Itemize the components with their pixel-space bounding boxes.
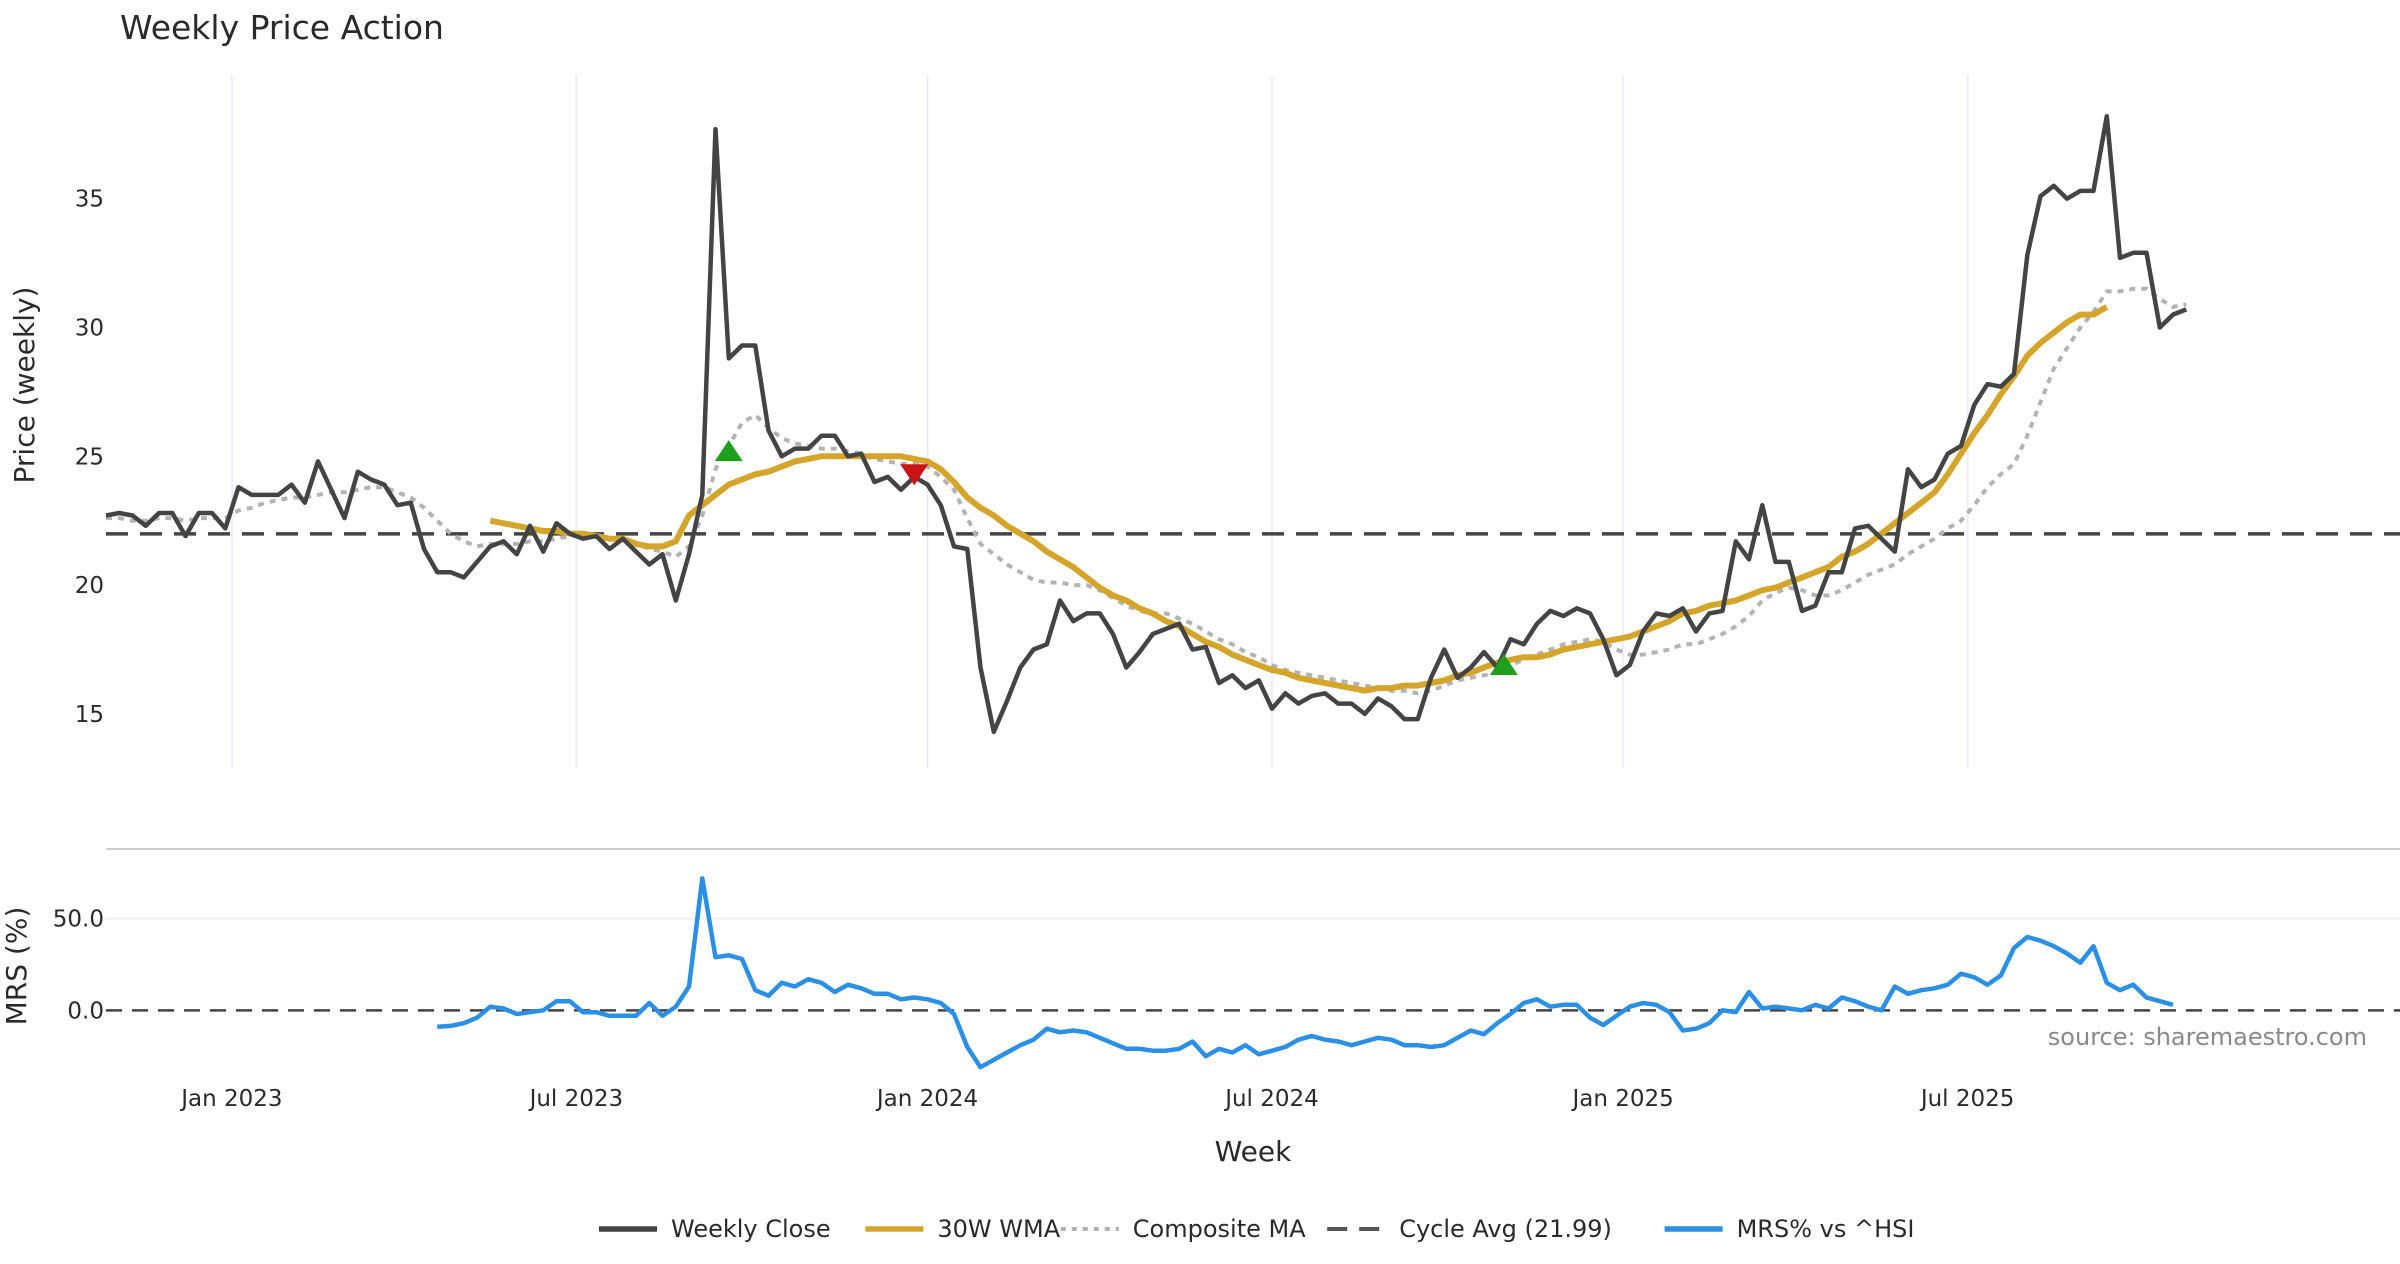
x-ticks: Jan 2023 Jul 2023 Jan 2024 Jul 2024 Jan 2025… xyxy=(179,1086,2014,1112)
mrs-y-ticks: 0.0 50.0 xyxy=(53,907,104,1025)
weekly-close-line xyxy=(105,113,2188,735)
price-y-axis-title: Price (weekly) xyxy=(8,287,41,484)
mrs-y-tick-label: 0.0 xyxy=(67,998,104,1024)
legend-item: Weekly Close xyxy=(599,1215,831,1243)
chart-title: Weekly Price Action xyxy=(120,8,444,47)
price-y-ticks: 15 20 25 30 35 xyxy=(75,187,104,728)
price-y-tick-label: 25 xyxy=(75,444,104,470)
sell-signal-marker xyxy=(900,464,929,486)
x-axis-title: Week xyxy=(1215,1135,1292,1168)
x-tick-label: Jul 2025 xyxy=(1919,1086,2015,1112)
signal-markers xyxy=(714,440,1518,675)
mrs-y-tick-label: 50.0 xyxy=(53,907,104,933)
mrs-line xyxy=(437,876,2174,1070)
x-tick-label: Jan 2024 xyxy=(875,1086,978,1112)
legend-item: 30W WMA xyxy=(865,1215,1061,1243)
legend-item: Cycle Avg (21.99) xyxy=(1327,1215,1612,1243)
legend: Weekly Close 30W WMA Composite MA Cycle Avg… xyxy=(599,1215,1914,1243)
buy-signal-marker xyxy=(1489,653,1518,675)
x-tick-label: Jul 2024 xyxy=(1223,1086,1319,1112)
price-y-tick-label: 30 xyxy=(75,315,104,341)
x-tick-label: Jan 2025 xyxy=(1570,1086,1673,1112)
x-tick-label: Jan 2023 xyxy=(179,1086,282,1112)
x-tick-label: Jul 2023 xyxy=(528,1086,624,1112)
mrs-y-axis-title: MRS (%) xyxy=(0,907,33,1026)
legend-label: 30W WMA xyxy=(937,1215,1060,1243)
price-y-tick-label: 15 xyxy=(75,702,104,728)
wma-30w-line xyxy=(489,304,2109,694)
composite-ma-line xyxy=(106,286,2187,696)
legend-label: Composite MA xyxy=(1133,1215,1306,1243)
source-credit: source: sharemaestro.com xyxy=(2048,1023,2367,1051)
legend-label: Weekly Close xyxy=(671,1215,831,1243)
price-y-tick-label: 20 xyxy=(75,573,104,599)
price-y-tick-label: 35 xyxy=(75,187,104,213)
legend-label: Cycle Avg (21.99) xyxy=(1399,1215,1612,1243)
legend-item: Composite MA xyxy=(1060,1215,1306,1243)
buy-signal-marker xyxy=(714,440,743,462)
legend-item: MRS% vs ^HSI xyxy=(1664,1215,1915,1243)
legend-label: MRS% vs ^HSI xyxy=(1737,1215,1915,1243)
